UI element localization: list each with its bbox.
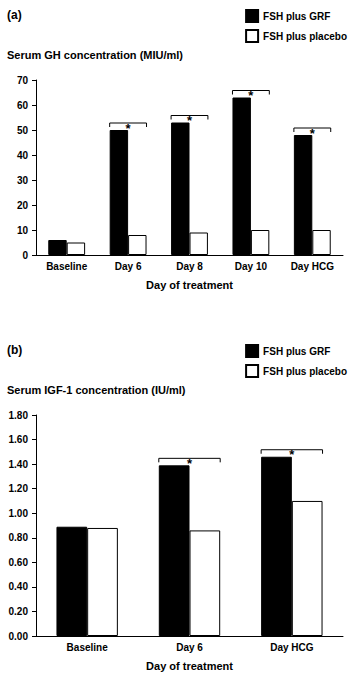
svg-text:FSH plus placebo: FSH plus placebo bbox=[263, 31, 347, 42]
svg-text:1.40: 1.40 bbox=[9, 459, 29, 470]
svg-text:FSH plus GRF: FSH plus GRF bbox=[263, 346, 330, 357]
svg-text:Day 10: Day 10 bbox=[235, 261, 268, 272]
svg-text:0.20: 0.20 bbox=[9, 606, 29, 617]
svg-text:60: 60 bbox=[17, 100, 29, 111]
svg-text:70: 70 bbox=[17, 75, 29, 86]
svg-text:1.60: 1.60 bbox=[9, 434, 29, 445]
svg-text:0.40: 0.40 bbox=[9, 581, 29, 592]
svg-text:FSH plus GRF: FSH plus GRF bbox=[263, 11, 330, 22]
svg-text:1.80: 1.80 bbox=[9, 410, 29, 421]
svg-text:*: * bbox=[187, 113, 193, 128]
svg-text:FSH plus placebo: FSH plus placebo bbox=[263, 366, 347, 377]
svg-text:0.80: 0.80 bbox=[9, 532, 29, 543]
svg-text:*: * bbox=[126, 121, 132, 136]
svg-text:Day 8: Day 8 bbox=[176, 261, 203, 272]
svg-text:10: 10 bbox=[17, 225, 29, 236]
svg-text:(a): (a) bbox=[7, 8, 22, 22]
svg-text:30: 30 bbox=[17, 175, 29, 186]
svg-text:Serum GH concentration (MIU/ml: Serum GH concentration (MIU/ml) bbox=[7, 49, 183, 61]
svg-text:0.60: 0.60 bbox=[9, 557, 29, 568]
svg-text:*: * bbox=[248, 88, 254, 103]
svg-text:Day of treatment: Day of treatment bbox=[146, 279, 233, 291]
svg-text:*: * bbox=[289, 447, 295, 462]
svg-text:Day HCG: Day HCG bbox=[270, 642, 314, 653]
svg-text:20: 20 bbox=[17, 200, 29, 211]
svg-text:Day 6: Day 6 bbox=[115, 261, 142, 272]
svg-text:Serum IGF-1 concentration (IU/: Serum IGF-1 concentration (IU/ml) bbox=[7, 384, 186, 396]
svg-text:40: 40 bbox=[17, 150, 29, 161]
svg-text:*: * bbox=[187, 456, 193, 471]
svg-text:1.20: 1.20 bbox=[9, 483, 29, 494]
svg-text:(b): (b) bbox=[7, 343, 22, 357]
svg-text:Day of treatment: Day of treatment bbox=[146, 660, 233, 672]
svg-text:0: 0 bbox=[22, 250, 28, 261]
svg-text:Day 6: Day 6 bbox=[176, 642, 203, 653]
svg-text:0.00: 0.00 bbox=[9, 631, 29, 642]
svg-text:1.00: 1.00 bbox=[9, 508, 29, 519]
svg-text:Day HCG: Day HCG bbox=[291, 261, 335, 272]
svg-text:50: 50 bbox=[17, 125, 29, 136]
svg-text:Baseline: Baseline bbox=[46, 261, 88, 272]
svg-text:Baseline: Baseline bbox=[67, 642, 109, 653]
svg-text:*: * bbox=[310, 126, 316, 141]
